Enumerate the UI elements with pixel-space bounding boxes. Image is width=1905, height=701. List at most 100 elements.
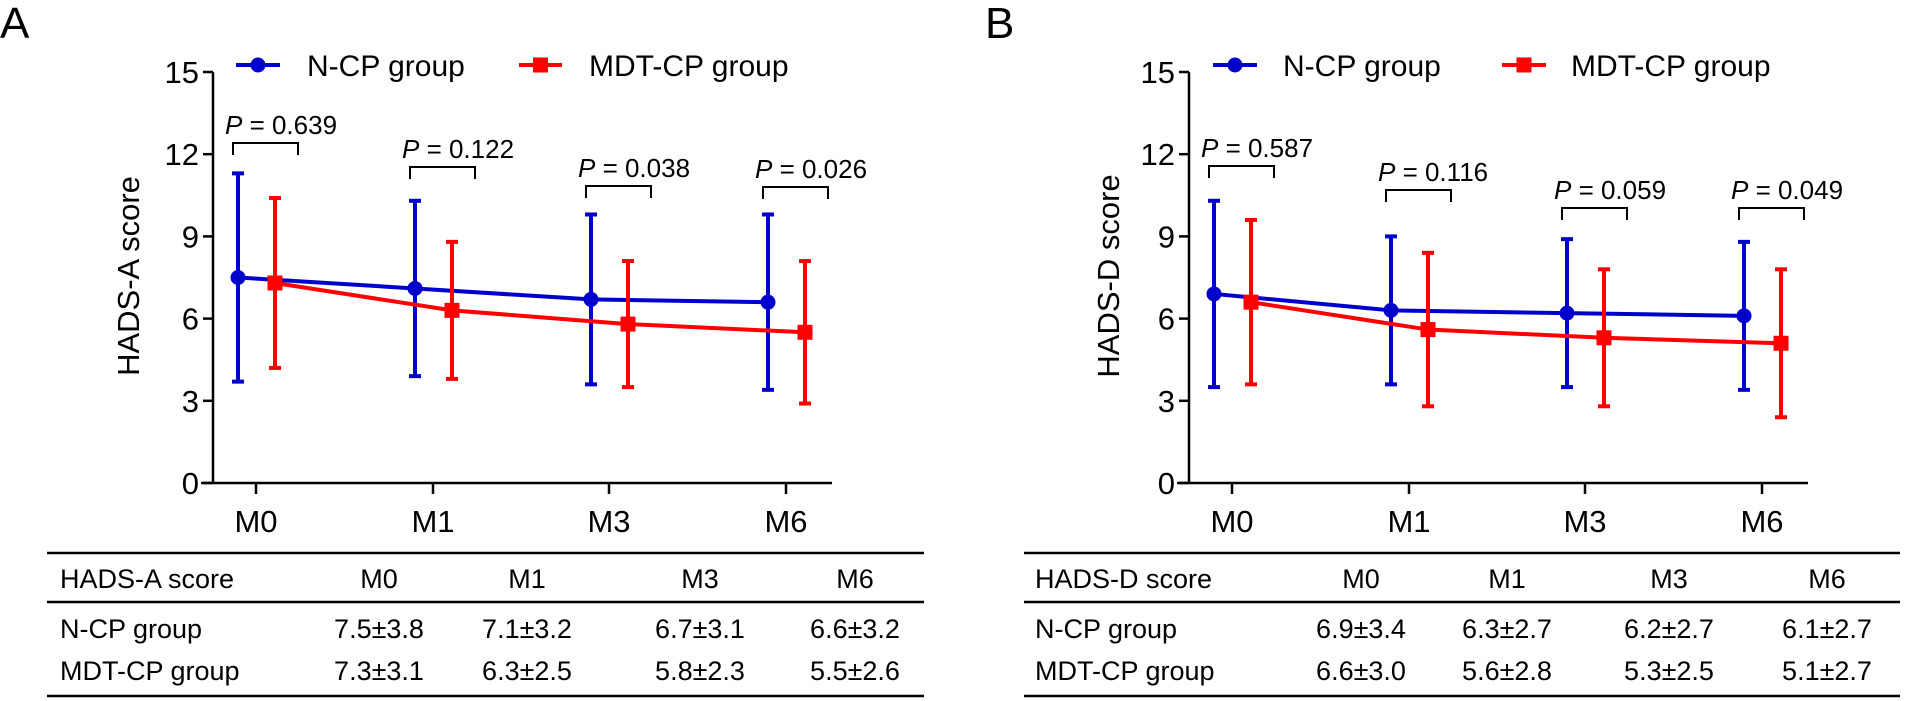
data-point	[1420, 322, 1436, 338]
table-cell: 6.6±3.2	[810, 614, 900, 644]
p-value-annotation: P = 0.049	[1731, 175, 1843, 220]
table-cell: M0	[1342, 564, 1380, 594]
table-header: HADS-D score M0 M1 M3 M6	[1035, 564, 1846, 594]
table-row: MDT-CP group 7.3±3.1 6.3±2.5 5.8±2.3 5.5±2.6	[60, 656, 900, 686]
data-point	[1243, 294, 1259, 310]
table-cell: 5.1±2.7	[1782, 656, 1872, 686]
x-tick-label: M1	[1387, 504, 1430, 539]
y-tick-label: 6	[1158, 302, 1175, 337]
x-tick-label: M0	[1210, 504, 1253, 539]
p-value-label: P = 0.049	[1731, 175, 1843, 205]
x-tick-label: M6	[1740, 504, 1783, 539]
p-value: = 0.639	[242, 110, 337, 140]
series-line	[274, 281, 806, 335]
series-mdt-cp	[267, 196, 813, 406]
legend-marker-circle-icon	[250, 57, 266, 73]
summary-table: HADS-D score M0 M1 M3 M6 N-CP group 6.9±3.4 6.3…	[1024, 551, 1900, 698]
table-cell-label: N-CP group	[1035, 614, 1177, 644]
significance-bracket	[1385, 189, 1452, 202]
table-cell: M6	[836, 564, 874, 594]
table-cell: M1	[508, 564, 546, 594]
table-row: N-CP group 7.5±3.8 7.1±3.2 6.7±3.1 6.6±3.2	[60, 614, 900, 644]
table-cell: 6.3±2.5	[482, 656, 572, 686]
x-tick-label: M0	[234, 504, 277, 539]
p-value: = 0.587	[1218, 133, 1313, 163]
table-cell: M6	[1808, 564, 1846, 594]
table-cell: M0	[360, 564, 398, 594]
data-point	[444, 302, 460, 318]
legend-label-n-cp: N-CP group	[1283, 50, 1441, 83]
panel-label: B	[985, 0, 1014, 48]
y-tick-label: 12	[165, 137, 199, 172]
significance-bracket	[1561, 207, 1628, 220]
table-cell: 6.6±3.0	[1316, 656, 1406, 686]
data-point	[267, 275, 283, 291]
legend-marker-circle-icon	[1227, 57, 1243, 73]
panel-label: A	[0, 0, 30, 48]
y-tick-label: 15	[1141, 55, 1175, 90]
table-cell: M3	[681, 564, 719, 594]
y-tick-label: 3	[1158, 384, 1175, 419]
y-tick-label: 9	[1158, 219, 1175, 254]
p-value: = 0.026	[772, 154, 867, 184]
p-value: = 0.116	[1395, 157, 1488, 187]
p-value-annotation: P = 0.038	[578, 153, 690, 198]
data-point	[1596, 330, 1612, 346]
p-value-annotation: P = 0.059	[1554, 175, 1666, 220]
p-symbol: P	[1731, 175, 1749, 205]
data-point	[797, 324, 813, 340]
legend-label-mdt-cp: MDT-CP group	[589, 50, 789, 83]
data-point	[620, 316, 636, 332]
y-tick-label: 3	[182, 384, 199, 419]
p-value-label: P = 0.122	[402, 134, 514, 164]
p-symbol: P	[755, 154, 773, 184]
series-line	[1213, 291, 1745, 318]
legend-marker-square-icon	[533, 57, 548, 73]
p-value-annotation: P = 0.639	[225, 110, 337, 155]
x-tick-label: M6	[764, 504, 807, 539]
y-tick-label: 9	[182, 219, 199, 254]
legend: N-CP group MDT-CP group	[236, 50, 789, 83]
table-cell: 6.2±2.7	[1624, 614, 1714, 644]
data-point	[1559, 305, 1575, 321]
p-value-label: P = 0.116	[1378, 157, 1488, 187]
legend: N-CP group MDT-CP group	[1213, 50, 1771, 83]
x-tick-label: M1	[411, 504, 454, 539]
table-cell: 5.3±2.5	[1624, 656, 1714, 686]
table-cell: M1	[1488, 564, 1526, 594]
legend-label-mdt-cp: MDT-CP group	[1571, 50, 1771, 83]
p-value: = 0.122	[419, 134, 514, 164]
table-cell-label: N-CP group	[60, 614, 202, 644]
series-n-cp	[230, 171, 776, 392]
p-value-annotation: P = 0.587	[1201, 133, 1313, 178]
significance-bracket	[409, 166, 476, 179]
significance-bracket	[1738, 207, 1805, 220]
significance-bracket	[232, 142, 299, 155]
p-symbol: P	[225, 110, 243, 140]
p-value-label: P = 0.026	[755, 154, 867, 184]
panel-a: A 0 3 6 9 12 15 M0 M1 M3 M6 HADS-A score N-CP group M…	[0, 0, 924, 698]
p-symbol: P	[1201, 133, 1219, 163]
data-point	[760, 294, 776, 310]
table-cell: 7.3±3.1	[334, 656, 424, 686]
table-cell: 5.5±2.6	[810, 656, 900, 686]
table-cell-label: MDT-CP group	[1035, 656, 1215, 686]
summary-table: HADS-A score M0 M1 M3 M6 N-CP group 7.5±3.8 7.1…	[47, 551, 924, 698]
p-value-annotation: P = 0.122	[402, 134, 514, 179]
y-axis-title: HADS-D score	[1091, 174, 1126, 377]
data-point	[407, 280, 423, 296]
p-symbol: P	[402, 134, 420, 164]
legend-label-n-cp: N-CP group	[307, 50, 465, 83]
p-value-label: P = 0.639	[225, 110, 337, 140]
table-row: MDT-CP group 6.6±3.0 5.6±2.8 5.3±2.5 5.1±2.7	[1035, 656, 1872, 686]
p-value-label: P = 0.587	[1201, 133, 1313, 163]
series-n-cp	[1206, 198, 1752, 392]
p-value: = 0.059	[1571, 175, 1666, 205]
p-value: = 0.038	[595, 153, 690, 183]
table-cell: M3	[1650, 564, 1688, 594]
p-value: = 0.049	[1748, 175, 1843, 205]
table-cell-label: MDT-CP group	[60, 656, 240, 686]
table-header: HADS-A score M0 M1 M3 M6	[60, 564, 874, 594]
legend-marker-square-icon	[1516, 57, 1532, 73]
